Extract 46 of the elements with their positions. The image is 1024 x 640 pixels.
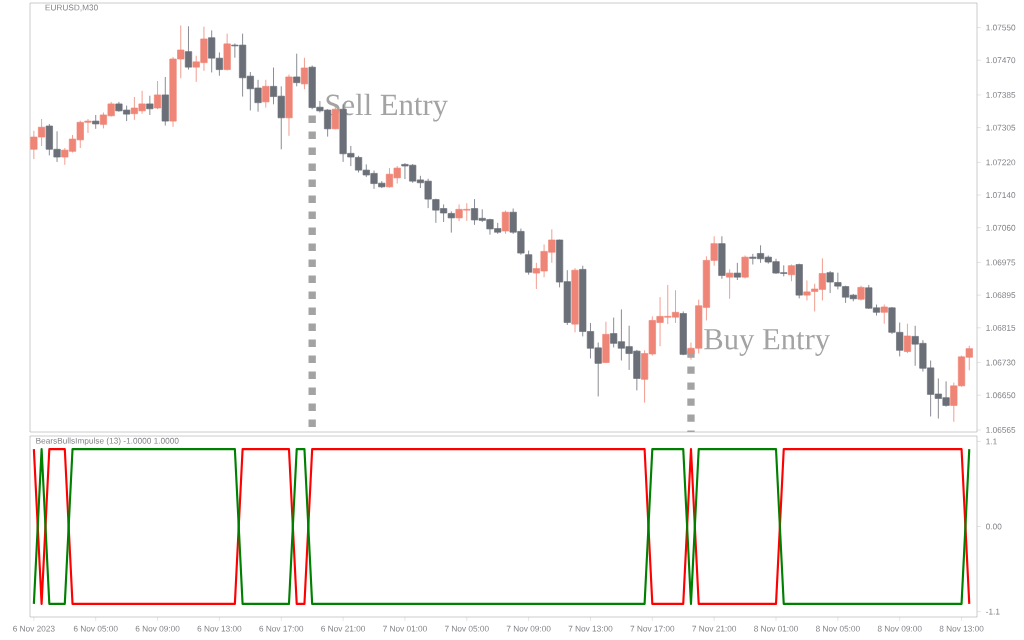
x-tick-label: 6 Nov 09:00 <box>135 625 180 632</box>
x-tick-label: 8 Nov 13:00 <box>939 625 984 632</box>
x-tick-label: 7 Nov 05:00 <box>444 625 489 632</box>
y-tick-label: -1.1 <box>986 608 1000 615</box>
y-tick-label: 1.06975 <box>986 259 1016 266</box>
candlestick <box>525 250 533 276</box>
x-tick-label: 8 Nov 01:00 <box>754 625 798 632</box>
y-tick-label: 1.06730 <box>986 359 1016 366</box>
x-tick-label: 6 Nov 13:00 <box>197 625 242 632</box>
candlestick <box>153 80 162 110</box>
candlestick <box>880 304 888 325</box>
y-tick-label: 1.06565 <box>986 427 1016 433</box>
x-tick-label: 6 Nov 21:00 <box>321 625 366 632</box>
y-tick-label: 0.00 <box>986 523 1002 530</box>
candlestick <box>262 79 270 108</box>
y-tick-label: 1.07385 <box>986 92 1016 98</box>
y-tick-label: 1.1 <box>986 438 997 445</box>
y-tick-label: 1.06650 <box>986 392 1016 399</box>
candlestick <box>300 57 309 90</box>
candlestick <box>903 323 912 354</box>
x-tick-label: 7 Nov 17:00 <box>630 625 675 632</box>
candlestick <box>501 210 510 235</box>
chart-title: BearsBullsImpulse (13) -1.0000 1.0000 <box>36 437 179 446</box>
y-tick-label: 1.07220 <box>986 159 1016 166</box>
y-tick-label: 1.07470 <box>986 57 1016 64</box>
y-tick-label: 1.07305 <box>986 124 1016 131</box>
x-tick-label: 8 Nov 05:00 <box>815 625 860 632</box>
x-tick-label: 6 Nov 17:00 <box>259 625 304 632</box>
x-tick-label: 6 Nov 2023 <box>13 625 55 632</box>
candlestick <box>726 269 734 300</box>
candlestick <box>146 95 154 116</box>
y-tick-label: 1.07140 <box>986 192 1016 198</box>
y-tick-label: 1.06895 <box>986 292 1016 299</box>
candlestick <box>184 25 193 70</box>
y-tick-label: 1.06815 <box>986 324 1016 331</box>
x-tick-label: 7 Nov 21:00 <box>692 625 737 632</box>
y-tick-label: 1.07060 <box>986 224 1016 231</box>
x-tick-label: 7 Nov 01:00 <box>383 625 427 632</box>
chart-title: EURUSD,M30 <box>45 4 98 12</box>
x-tick-label: 7 Nov 13:00 <box>568 625 613 632</box>
x-tick-label: 6 Nov 05:00 <box>73 625 118 632</box>
candlestick <box>293 53 301 87</box>
x-tick-label: 7 Nov 09:00 <box>506 625 551 632</box>
annotation: Buy Entry <box>704 329 831 356</box>
y-tick-label: 1.07550 <box>986 24 1016 31</box>
x-tick-label: 8 Nov 09:00 <box>877 625 922 632</box>
